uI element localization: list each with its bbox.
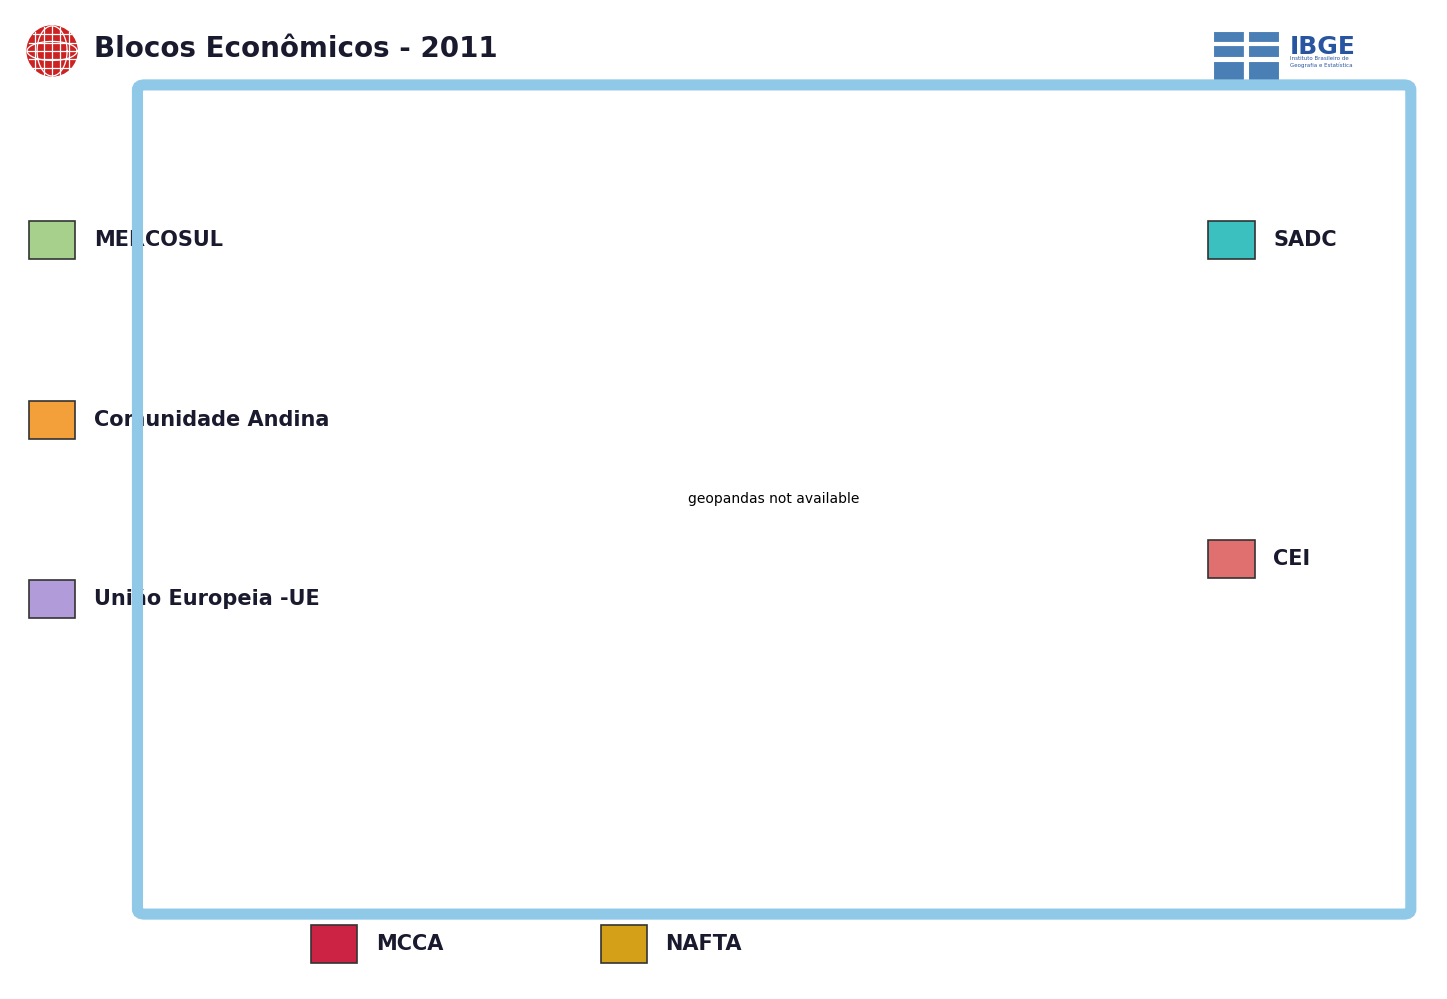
Text: Blocos Econômicos - 2011: Blocos Econômicos - 2011 [94, 35, 498, 63]
Text: CEI: CEI [1273, 549, 1311, 569]
FancyBboxPatch shape [29, 221, 75, 259]
FancyBboxPatch shape [1213, 31, 1244, 58]
FancyBboxPatch shape [601, 925, 647, 963]
Text: MERCOSUL: MERCOSUL [94, 230, 223, 250]
FancyBboxPatch shape [1247, 31, 1281, 58]
FancyBboxPatch shape [29, 401, 75, 439]
FancyBboxPatch shape [1208, 221, 1255, 259]
Text: MCCA: MCCA [376, 934, 444, 954]
FancyBboxPatch shape [1208, 540, 1255, 578]
FancyBboxPatch shape [311, 925, 357, 963]
Text: IBGE: IBGE [1289, 35, 1356, 59]
Text: Comunidade Andina: Comunidade Andina [94, 410, 330, 430]
Text: União Europeia -UE: União Europeia -UE [94, 589, 320, 609]
FancyBboxPatch shape [1213, 61, 1244, 88]
Text: NAFTA: NAFTA [666, 934, 742, 954]
Circle shape [27, 26, 77, 76]
Text: geopandas not available: geopandas not available [689, 493, 860, 506]
Text: SADC: SADC [1273, 230, 1337, 250]
Text: Instituto Brasileiro de
Geografia e Estatística: Instituto Brasileiro de Geografia e Esta… [1289, 56, 1353, 68]
FancyBboxPatch shape [29, 580, 75, 618]
FancyBboxPatch shape [1247, 61, 1281, 88]
